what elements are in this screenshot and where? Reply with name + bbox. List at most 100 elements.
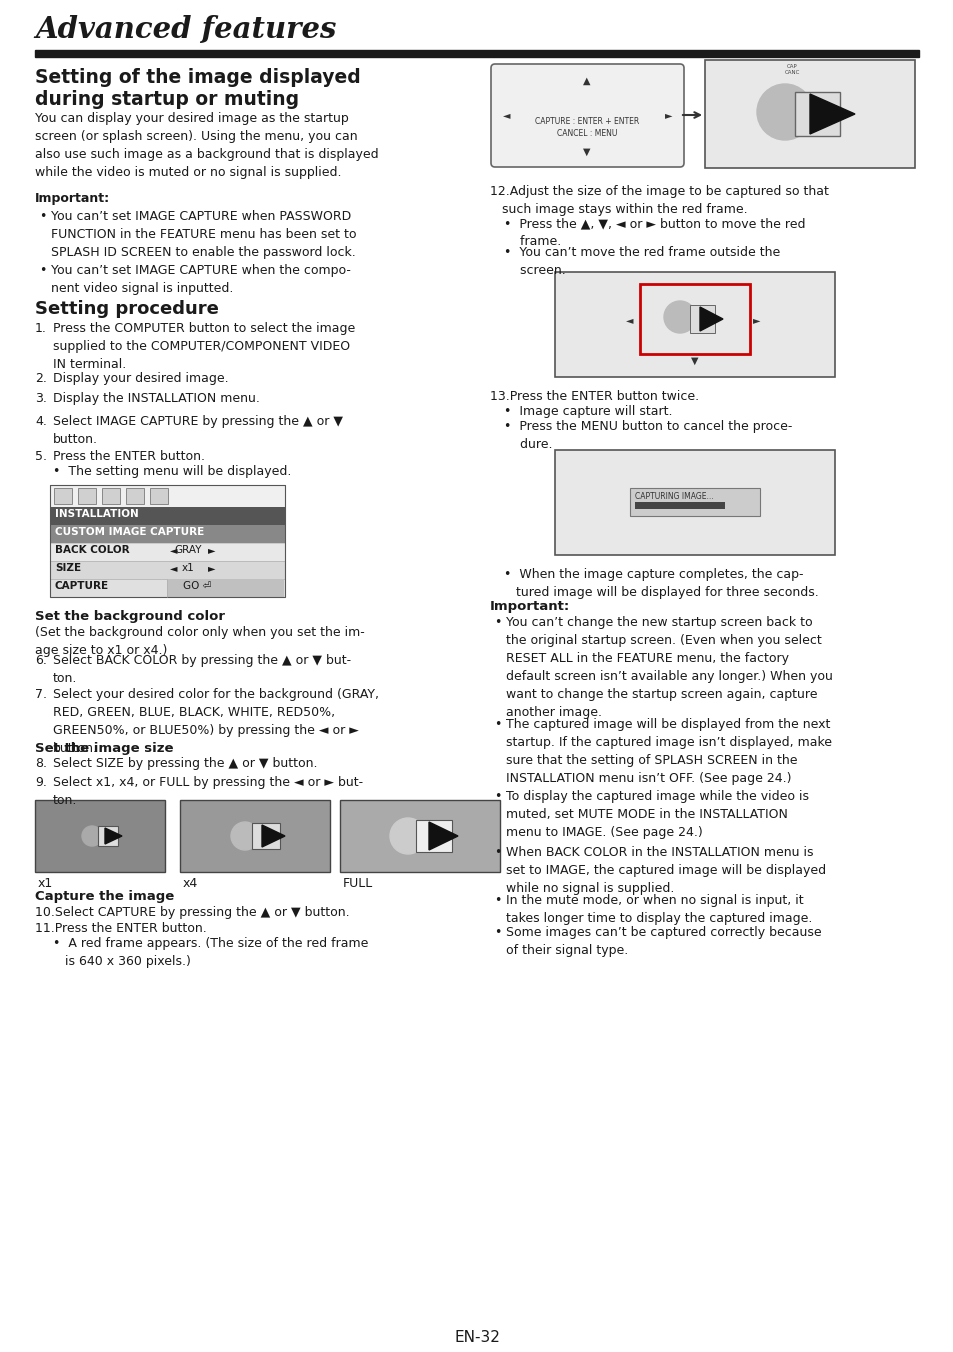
Bar — [50, 525, 285, 544]
Text: •  When the image capture completes, the cap-
   tured image will be displayed f: • When the image capture completes, the … — [503, 568, 818, 599]
Bar — [50, 507, 285, 525]
Bar — [629, 488, 760, 516]
Bar — [50, 485, 285, 598]
Text: x1: x1 — [38, 877, 53, 890]
Text: Select x1, x4, or FULL by pressing the ◄ or ► but-
ton.: Select x1, x4, or FULL by pressing the ◄… — [53, 776, 363, 807]
Text: •: • — [494, 926, 501, 940]
Text: Set the background color: Set the background color — [35, 610, 225, 623]
Polygon shape — [809, 95, 854, 134]
Text: You can’t set IMAGE CAPTURE when PASSWORD
FUNCTION in the FEATURE menu has been : You can’t set IMAGE CAPTURE when PASSWOR… — [51, 210, 356, 260]
Text: Setting of the image displayed: Setting of the image displayed — [35, 68, 360, 87]
Text: ◄: ◄ — [625, 315, 633, 324]
Bar — [704, 59, 914, 168]
Polygon shape — [429, 822, 457, 850]
Bar — [635, 502, 724, 508]
Text: 6.: 6. — [35, 654, 47, 667]
Text: Select SIZE by pressing the ▲ or ▼ button.: Select SIZE by pressing the ▲ or ▼ butto… — [53, 757, 317, 771]
Bar — [50, 561, 285, 579]
Text: 7.: 7. — [35, 688, 47, 700]
Text: Setting procedure: Setting procedure — [35, 300, 218, 318]
Text: You can display your desired image as the startup
screen (or splash screen). Usi: You can display your desired image as th… — [35, 112, 378, 178]
Text: Press the ENTER button.: Press the ENTER button. — [53, 450, 205, 462]
Text: EN-32: EN-32 — [454, 1330, 499, 1345]
Text: In the mute mode, or when no signal is input, it
takes longer time to display th: In the mute mode, or when no signal is i… — [505, 894, 812, 925]
Text: GRAY: GRAY — [174, 545, 201, 556]
Text: The captured image will be displayed from the next
startup. If the captured imag: The captured image will be displayed fro… — [505, 718, 831, 786]
Text: •: • — [494, 790, 501, 803]
Text: Select BACK COLOR by pressing the ▲ or ▼ but-
ton.: Select BACK COLOR by pressing the ▲ or ▼… — [53, 654, 351, 685]
Polygon shape — [105, 827, 122, 844]
Text: ◄: ◄ — [170, 562, 177, 573]
Text: ◄: ◄ — [502, 110, 510, 120]
Bar — [252, 823, 280, 849]
Bar — [126, 488, 144, 504]
Circle shape — [390, 818, 426, 854]
Bar — [50, 485, 285, 507]
Text: You can’t change the new startup screen back to
the original startup screen. (Ev: You can’t change the new startup screen … — [505, 617, 832, 719]
Text: CUSTOM IMAGE CAPTURE: CUSTOM IMAGE CAPTURE — [55, 527, 204, 537]
Text: 3.: 3. — [35, 392, 47, 406]
Bar — [416, 821, 452, 852]
Text: 5.: 5. — [35, 450, 47, 462]
Text: You can’t set IMAGE CAPTURE when the compo-
nent video signal is inputted.: You can’t set IMAGE CAPTURE when the com… — [51, 264, 351, 295]
Bar — [495, 68, 679, 164]
Text: 1.: 1. — [35, 322, 47, 335]
Text: Display your desired image.: Display your desired image. — [53, 372, 229, 385]
Text: •: • — [494, 718, 501, 731]
Text: Important:: Important: — [490, 600, 570, 612]
Text: •: • — [494, 894, 501, 907]
Text: ◄: ◄ — [170, 545, 177, 556]
Text: ►: ► — [208, 562, 215, 573]
Text: 9.: 9. — [35, 776, 47, 790]
Text: •  You can’t move the red frame outside the
    screen.: • You can’t move the red frame outside t… — [503, 246, 780, 277]
Text: Select IMAGE CAPTURE by pressing the ▲ or ▼
button.: Select IMAGE CAPTURE by pressing the ▲ o… — [53, 415, 343, 446]
Text: 13.Press the ENTER button twice.: 13.Press the ENTER button twice. — [490, 389, 699, 403]
Text: GO ⏎: GO ⏎ — [183, 581, 211, 591]
Text: •  A red frame appears. (The size of the red frame
   is 640 x 360 pixels.): • A red frame appears. (The size of the … — [53, 937, 368, 968]
Text: SIZE: SIZE — [55, 562, 81, 573]
Text: during startup or muting: during startup or muting — [35, 91, 299, 110]
Bar — [102, 488, 120, 504]
Text: Display the INSTALLATION menu.: Display the INSTALLATION menu. — [53, 392, 259, 406]
Text: When BACK COLOR in the INSTALLATION menu is
set to IMAGE, the captured image wil: When BACK COLOR in the INSTALLATION menu… — [505, 846, 825, 895]
Text: CAPTURE : ENTER + ENTER
CANCEL : MENU: CAPTURE : ENTER + ENTER CANCEL : MENU — [535, 118, 639, 138]
Text: 2.: 2. — [35, 372, 47, 385]
Text: x1: x1 — [181, 562, 194, 573]
Text: 4.: 4. — [35, 415, 47, 429]
Bar — [639, 284, 749, 354]
Text: Some images can’t be captured correctly because
of their signal type.: Some images can’t be captured correctly … — [505, 926, 821, 957]
Text: •  Press the ▲, ▼, ◄ or ► button to move the red
    frame.: • Press the ▲, ▼, ◄ or ► button to move … — [503, 218, 804, 247]
Text: 10.Select CAPTURE by pressing the ▲ or ▼ button.: 10.Select CAPTURE by pressing the ▲ or ▼… — [35, 906, 349, 919]
Text: •: • — [39, 264, 47, 277]
Bar — [50, 544, 285, 561]
Text: CAPTURING IMAGE...: CAPTURING IMAGE... — [635, 492, 713, 502]
Text: •: • — [39, 210, 47, 223]
Text: INSTALLATION: INSTALLATION — [55, 508, 138, 519]
Text: ▼: ▼ — [582, 147, 590, 157]
Text: Press the COMPUTER button to select the image
supplied to the COMPUTER/COMPONENT: Press the COMPUTER button to select the … — [53, 322, 355, 370]
Bar — [339, 800, 499, 872]
Text: BACK COLOR: BACK COLOR — [55, 545, 130, 556]
Text: CAPTURE: CAPTURE — [55, 581, 109, 591]
Polygon shape — [700, 307, 722, 331]
Text: 12.Adjust the size of the image to be captured so that
   such image stays withi: 12.Adjust the size of the image to be ca… — [490, 185, 828, 216]
Circle shape — [663, 301, 696, 333]
Text: 8.: 8. — [35, 757, 47, 771]
Text: x4: x4 — [183, 877, 198, 890]
Text: ►: ► — [208, 545, 215, 556]
Text: Important:: Important: — [35, 192, 110, 206]
Bar — [180, 800, 330, 872]
Bar — [555, 272, 834, 377]
Circle shape — [82, 826, 102, 846]
Bar — [35, 50, 918, 57]
Bar — [78, 488, 96, 504]
Circle shape — [231, 822, 258, 850]
Text: Capture the image: Capture the image — [35, 890, 174, 903]
Text: Select your desired color for the background (GRAY,
RED, GREEN, BLUE, BLACK, WHI: Select your desired color for the backgr… — [53, 688, 378, 754]
Text: CAP
CANC: CAP CANC — [783, 64, 799, 74]
Text: Set the image size: Set the image size — [35, 742, 173, 754]
Text: •: • — [494, 617, 501, 629]
Text: ►: ► — [664, 110, 672, 120]
Text: •: • — [494, 846, 501, 859]
Bar — [794, 92, 840, 137]
